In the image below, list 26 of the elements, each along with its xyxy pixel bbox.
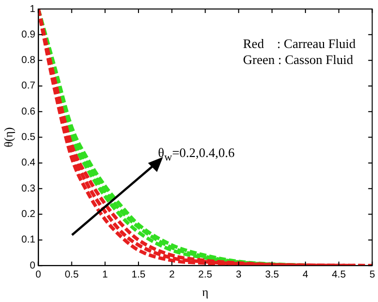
x-tick-label: 4.5 (332, 269, 346, 280)
x-tick-label: 1.5 (132, 269, 146, 280)
annotation: Green : Casson Fluid (243, 52, 354, 68)
x-axis-title: η (202, 284, 208, 299)
x-tick-label: 4 (302, 269, 309, 280)
x-tick-label: 5 (369, 269, 376, 280)
y-tick-label: 1 (30, 4, 36, 15)
y-tick-label: 0.8 (21, 55, 36, 66)
y-axis-title: θ(η) (1, 127, 16, 148)
y-tick-label: 0.4 (21, 158, 36, 169)
annotation: Red : Carreau Fluid (243, 36, 356, 52)
x-tick-label: 3.5 (265, 269, 280, 280)
x-tick-label: 1 (102, 269, 108, 280)
x-tick-label: 2.5 (198, 269, 213, 280)
y-tick-label: 0.9 (21, 29, 36, 40)
y-tick-label: 0.7 (21, 80, 36, 92)
annotation: θ$_{w}$=0.2,0.4,0.6 (158, 145, 235, 164)
y-tick-label: 0.2 (21, 209, 36, 220)
y-tick-label: 0 (30, 260, 36, 272)
x-tick-label: 2 (169, 269, 176, 280)
y-tick-label: 0.5 (21, 132, 36, 144)
y-tick-label: 0.6 (21, 106, 36, 118)
x-tick-label: 0.5 (64, 269, 80, 280)
x-tick-label: 3 (236, 269, 242, 280)
y-tick-label: 0.1 (21, 234, 36, 246)
y-tick-label: 0.3 (21, 183, 36, 194)
